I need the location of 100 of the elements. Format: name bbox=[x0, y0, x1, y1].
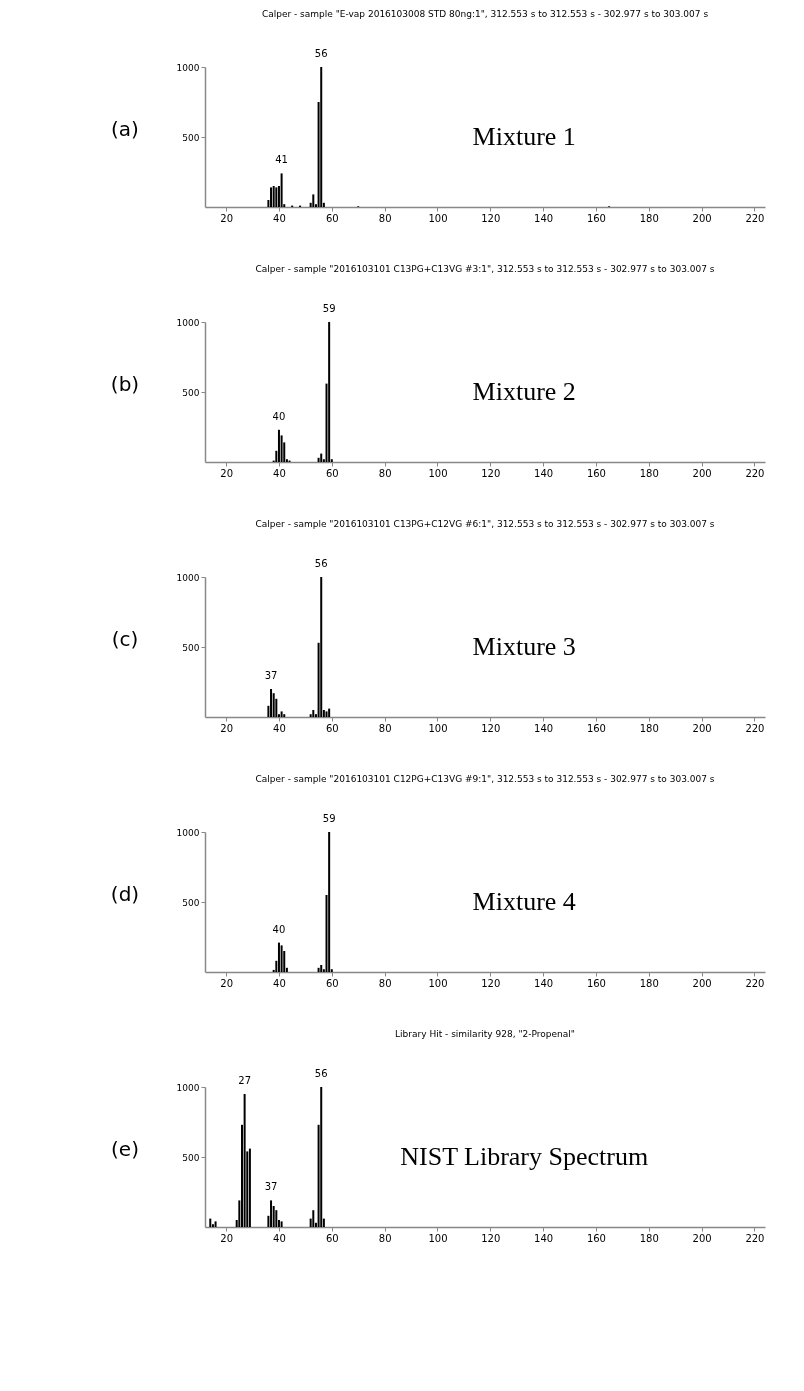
bar bbox=[272, 693, 275, 717]
text: (a) bbox=[111, 117, 139, 141]
annotation: Mixture 1 bbox=[472, 122, 576, 151]
x-tick-label: 80 bbox=[378, 1232, 392, 1244]
annotation: 56 bbox=[314, 48, 328, 59]
annotation: Mixture 2 bbox=[472, 377, 576, 406]
bar bbox=[277, 942, 280, 972]
annotation: 40 bbox=[272, 923, 286, 935]
y-tick-label: 1000 bbox=[176, 827, 200, 838]
y-tick-label: 500 bbox=[182, 387, 200, 398]
bar bbox=[325, 711, 328, 717]
annotation: 40 bbox=[272, 410, 286, 422]
x-tick-label: 200 bbox=[692, 722, 712, 734]
x-tick-label: 160 bbox=[586, 1232, 606, 1244]
x-tick-label: 40 bbox=[273, 722, 286, 734]
chart-title: Calper - sample "2016103101 C13PG+C13VG #3:1", 312.553 s to 312.553 s - 302.977 s to 303.007 s bbox=[255, 264, 715, 274]
x-tick-label: 60 bbox=[325, 212, 339, 224]
x-tick-label: 140 bbox=[534, 977, 554, 989]
bar bbox=[312, 1210, 315, 1227]
annotation: 56 bbox=[314, 558, 328, 569]
x-tick-label: 160 bbox=[586, 467, 606, 479]
annotation: 59 bbox=[322, 303, 336, 314]
y-tick-label: 500 bbox=[182, 132, 200, 143]
bar bbox=[214, 1221, 217, 1227]
bar bbox=[280, 1221, 283, 1227]
annotation: 56 bbox=[314, 1068, 328, 1079]
text: (d) bbox=[110, 882, 140, 906]
bar bbox=[277, 429, 280, 462]
bar bbox=[309, 714, 312, 717]
x-tick-label: 120 bbox=[481, 722, 501, 734]
bar bbox=[243, 1094, 246, 1227]
chart-title: Calper - sample "E-vap 2016103008 STD 80ng:1", 312.553 s to 312.553 s - 302.977 s to 303.007 s bbox=[261, 9, 709, 19]
x-tick-label: 200 bbox=[692, 212, 712, 224]
text: (e) bbox=[111, 1137, 139, 1161]
x-tick-label: 80 bbox=[378, 722, 392, 734]
bar bbox=[320, 453, 323, 462]
x-tick-label: 120 bbox=[481, 1232, 501, 1244]
y-tick-label: 1000 bbox=[176, 62, 200, 73]
annotation: Mixture 3 bbox=[472, 632, 576, 661]
bar bbox=[320, 1087, 323, 1227]
x-tick-label: 140 bbox=[534, 467, 554, 479]
x-tick-label: 140 bbox=[534, 722, 554, 734]
x-tick-label: 40 bbox=[273, 212, 286, 224]
bar bbox=[280, 711, 283, 717]
x-tick-label: 80 bbox=[378, 977, 392, 989]
x-tick-label: 60 bbox=[325, 977, 339, 989]
text: (c) bbox=[111, 627, 139, 651]
x-tick-label: 100 bbox=[428, 722, 448, 734]
x-tick-label: 220 bbox=[745, 212, 765, 224]
annotation: 37 bbox=[264, 1181, 278, 1193]
x-tick-label: 160 bbox=[586, 212, 606, 224]
x-tick-label: 120 bbox=[481, 212, 501, 224]
x-tick-label: 20 bbox=[220, 467, 233, 479]
x-tick-label: 180 bbox=[639, 1232, 659, 1244]
bar bbox=[248, 1148, 251, 1227]
x-tick-label: 220 bbox=[745, 722, 765, 734]
x-tick-label: 140 bbox=[534, 1232, 554, 1244]
y-tick-label: 500 bbox=[182, 642, 200, 653]
x-tick-label: 40 bbox=[273, 467, 286, 479]
bar bbox=[283, 714, 286, 717]
bar bbox=[270, 689, 273, 717]
x-tick-label: 160 bbox=[586, 722, 606, 734]
x-tick-label: 20 bbox=[220, 977, 233, 989]
y-tick-label: 1000 bbox=[176, 317, 200, 328]
bar bbox=[312, 194, 315, 207]
x-tick-label: 180 bbox=[639, 722, 659, 734]
x-tick-label: 220 bbox=[745, 977, 765, 989]
x-tick-label: 100 bbox=[428, 212, 448, 224]
x-tick-label: 80 bbox=[378, 212, 392, 224]
annotation: Mixture 4 bbox=[472, 887, 576, 916]
bar bbox=[317, 967, 320, 972]
y-tick-label: 500 bbox=[182, 1152, 200, 1163]
x-tick-label: 60 bbox=[325, 1232, 339, 1244]
x-tick-label: 160 bbox=[586, 977, 606, 989]
y-tick-label: 1000 bbox=[176, 572, 200, 583]
x-tick-label: 60 bbox=[325, 722, 339, 734]
x-tick-label: 200 bbox=[692, 977, 712, 989]
x-tick-label: 180 bbox=[639, 467, 659, 479]
bar bbox=[312, 710, 315, 717]
bar bbox=[317, 457, 320, 462]
x-tick-label: 80 bbox=[378, 467, 392, 479]
x-tick-label: 100 bbox=[428, 467, 448, 479]
x-tick-label: 40 bbox=[273, 977, 286, 989]
annotation: 41 bbox=[275, 154, 288, 166]
x-tick-label: 20 bbox=[220, 722, 233, 734]
bar bbox=[280, 173, 283, 207]
x-tick-label: 180 bbox=[639, 212, 659, 224]
annotation: 59 bbox=[322, 813, 336, 824]
x-tick-label: 60 bbox=[325, 467, 339, 479]
bar bbox=[320, 67, 323, 207]
x-tick-label: 220 bbox=[745, 1232, 765, 1244]
y-tick-label: 500 bbox=[182, 897, 200, 908]
x-tick-label: 20 bbox=[220, 212, 233, 224]
bar bbox=[328, 322, 331, 462]
bar bbox=[328, 832, 331, 972]
x-tick-label: 200 bbox=[692, 1232, 712, 1244]
x-tick-label: 100 bbox=[428, 977, 448, 989]
x-tick-label: 40 bbox=[273, 1232, 286, 1244]
x-tick-label: 180 bbox=[639, 977, 659, 989]
x-tick-label: 140 bbox=[534, 212, 554, 224]
